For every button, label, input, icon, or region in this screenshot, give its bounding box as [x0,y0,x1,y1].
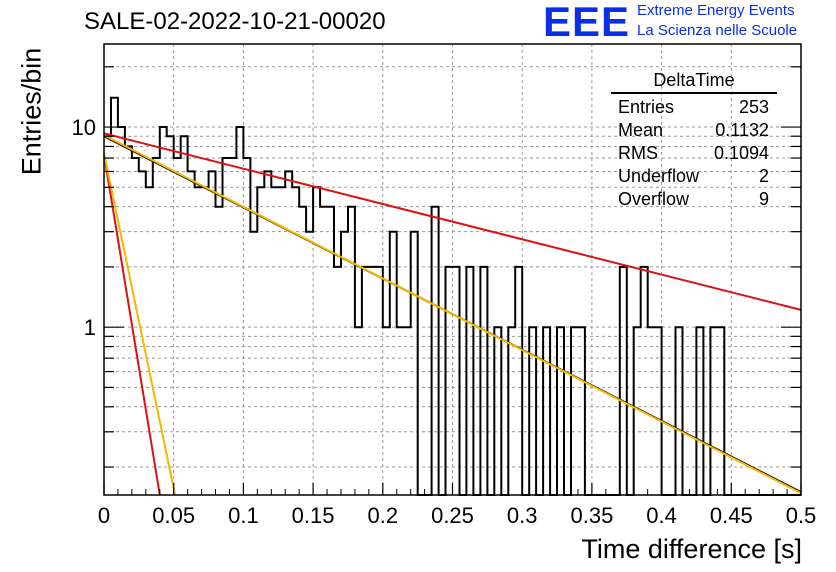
y-tick-label: 1 [84,315,96,340]
x-tick-label: 0.25 [431,503,474,528]
brand-line-2: La Scienza nelle Scuole [637,22,798,39]
stats-value: 9 [758,189,769,209]
stats-label: Mean [618,120,664,140]
y-axis-label: Entries/bin [16,47,47,176]
stats-value: 0.1132 [715,120,769,140]
stats-divider [611,92,777,94]
histogram [104,96,801,496]
x-tick-label: 0.1 [228,503,259,528]
fit-line-1 [103,134,802,495]
chart-title: SALE-02-2022-10-21-00020 [84,8,386,35]
stats-label: Overflow [618,189,690,209]
stats-label: RMS [618,143,658,163]
fit-lines [103,132,802,496]
y-tick-label: 10 [72,115,96,140]
stats-label: Underflow [618,166,700,186]
x-tick-label: 0.5 [786,503,817,528]
tick-labels: 0 0.05 0.1 0.15 0.2 0.25 0.3 0.35 0.4 0.45 0.5 1 10 [72,115,817,528]
stats-value: 253 [738,97,769,117]
stats-title: DeltaTime [653,70,735,90]
x-tick-label: 0.15 [292,503,335,528]
x-tick-label: 0.2 [368,503,399,528]
stats-row-rms: RMS 0.1094 [611,142,777,165]
x-tick-label: 0.05 [152,503,195,528]
stats-label: Entries [618,97,675,117]
fit-line-2 [103,132,802,311]
x-tick-label: 0.45 [710,503,753,528]
fit-line-4 [103,152,177,496]
x-tick-label: 0.35 [570,503,613,528]
stats-value: 0.1094 [713,143,769,163]
stats-row-mean: Mean 0.1132 [611,119,777,142]
stats-row-underflow: Underflow 2 [611,165,777,188]
x-tick-label: 0.4 [646,503,677,528]
eee-logo: EEE [543,0,631,45]
grid-lines [104,44,801,495]
stats-value: 2 [758,166,769,186]
x-tick-label: 0 [98,503,110,528]
stats-row-overflow: Overflow 9 [611,188,777,211]
x-tick-label: 0.3 [507,503,538,528]
axis-ticks [103,66,802,495]
x-axis-label: Time difference [s] [581,534,802,564]
brand-line-1: Extreme Energy Events [637,2,795,19]
stats-row-entries: Entries 253 [611,96,777,119]
histogram-outline [104,96,801,496]
stats-box: DeltaTime Entries 253 Mean 0.1132 RMS 0.… [611,70,777,211]
fit-line-3 [103,154,161,496]
